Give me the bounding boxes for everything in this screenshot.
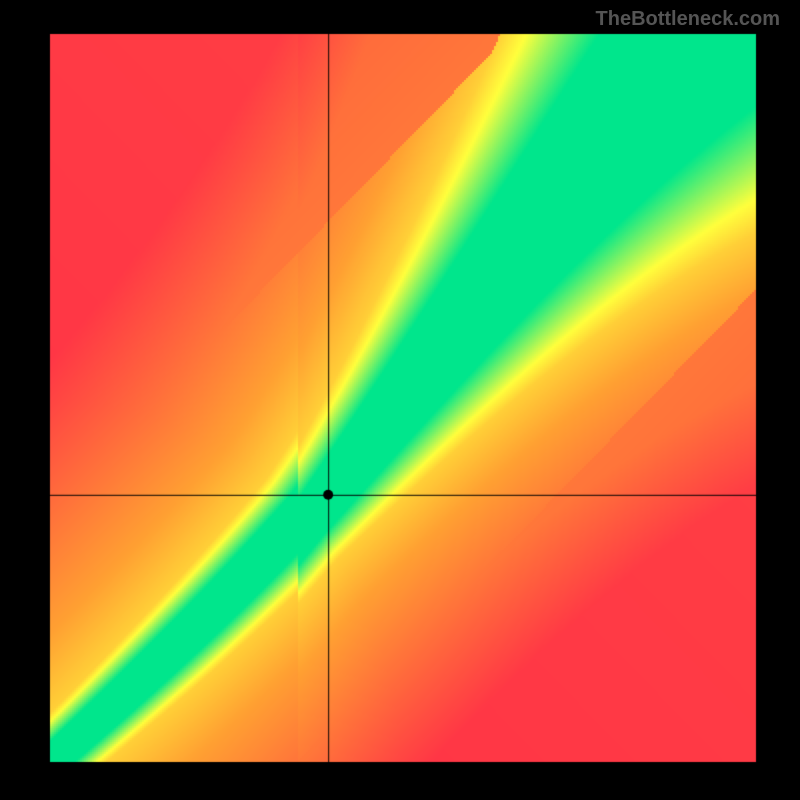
watermark-text: TheBottleneck.com [596,8,780,31]
chart-container: TheBottleneck.com [0,0,800,800]
heatmap-canvas [0,0,800,800]
